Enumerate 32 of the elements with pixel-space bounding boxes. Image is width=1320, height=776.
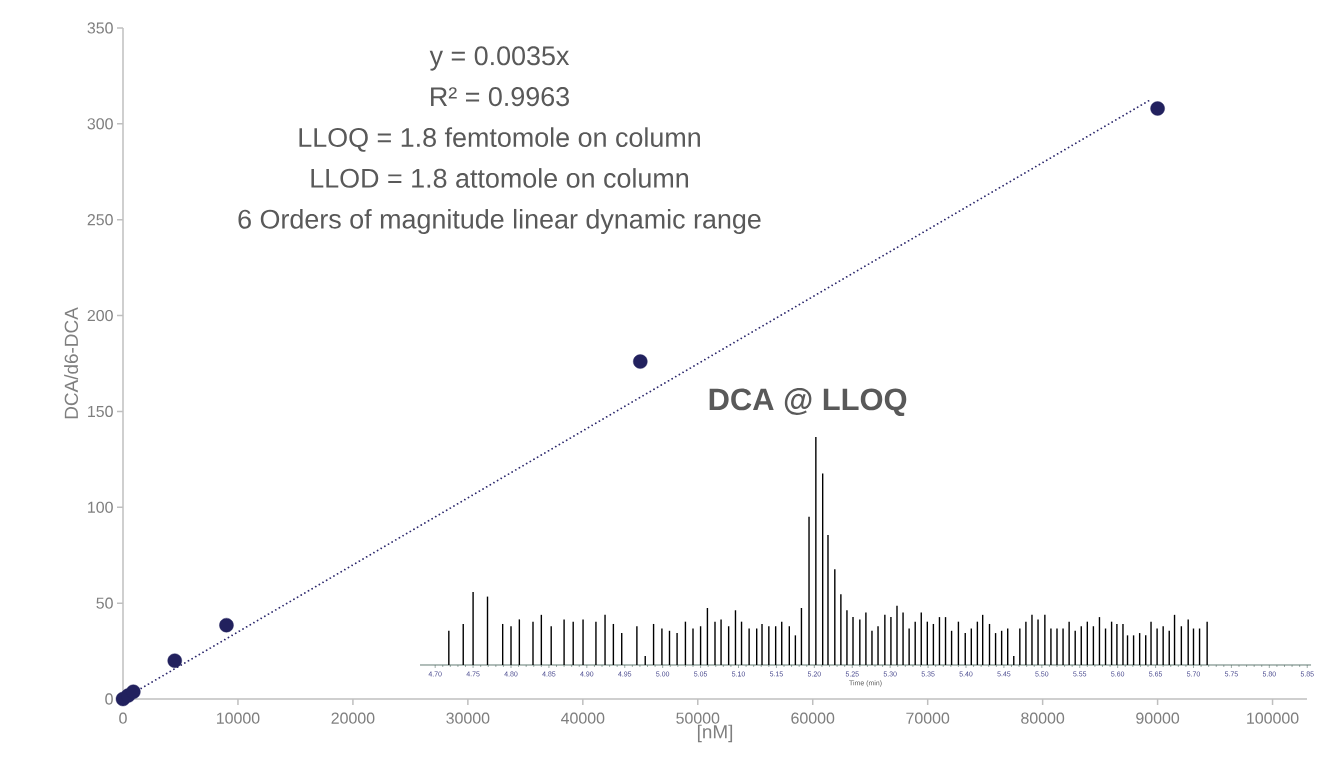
- point: [1150, 101, 1165, 116]
- annotation: LLOQ = 1.8 femtomole on column: [299, 127, 700, 152]
- chart-title: DCA @ LLOQ: [709, 388, 907, 417]
- y-tick-label: 100: [88, 501, 113, 513]
- point: [167, 653, 182, 668]
- x-tick-label: 0: [119, 712, 127, 724]
- annotation: LLOD = 1.8 attomole on column: [311, 168, 688, 188]
- y-tick-label: 50: [96, 597, 113, 609]
- x-tick-label: 70000: [906, 712, 950, 724]
- x-tick-label: 60000: [791, 712, 835, 724]
- x-tick-label: 40000: [561, 712, 605, 724]
- point: [633, 354, 648, 369]
- y-tick-label: 350: [87, 22, 113, 34]
- y-tick-label: 250: [87, 214, 113, 226]
- y-tick-label: 200: [87, 309, 113, 322]
- y-tick-label: 0: [105, 693, 113, 705]
- x-tick-label: 10000: [217, 712, 260, 724]
- point: [126, 684, 141, 699]
- x-tick-label: 50000: [676, 712, 720, 724]
- x-tick-label: 30000: [446, 712, 490, 724]
- y-tick-label: 150: [88, 405, 113, 418]
- annotation: R² = 0.9963: [431, 87, 569, 107]
- point: [219, 617, 234, 633]
- annotation: y = 0.0035x: [429, 46, 570, 71]
- x-tick-label: 20000: [331, 712, 375, 724]
- x-tick-label: 80000: [1021, 712, 1065, 724]
- x-tick-label: 90000: [1136, 712, 1180, 724]
- x-axis-title: [nM]: [697, 724, 733, 743]
- y-axis-title: DCA/d6-DCA: [64, 307, 79, 419]
- annotation: 6 Orders of magnitude linear dynamic range: [238, 208, 761, 235]
- y-tick-label: 300: [87, 118, 113, 130]
- x-tick-label: 100000: [1247, 712, 1299, 724]
